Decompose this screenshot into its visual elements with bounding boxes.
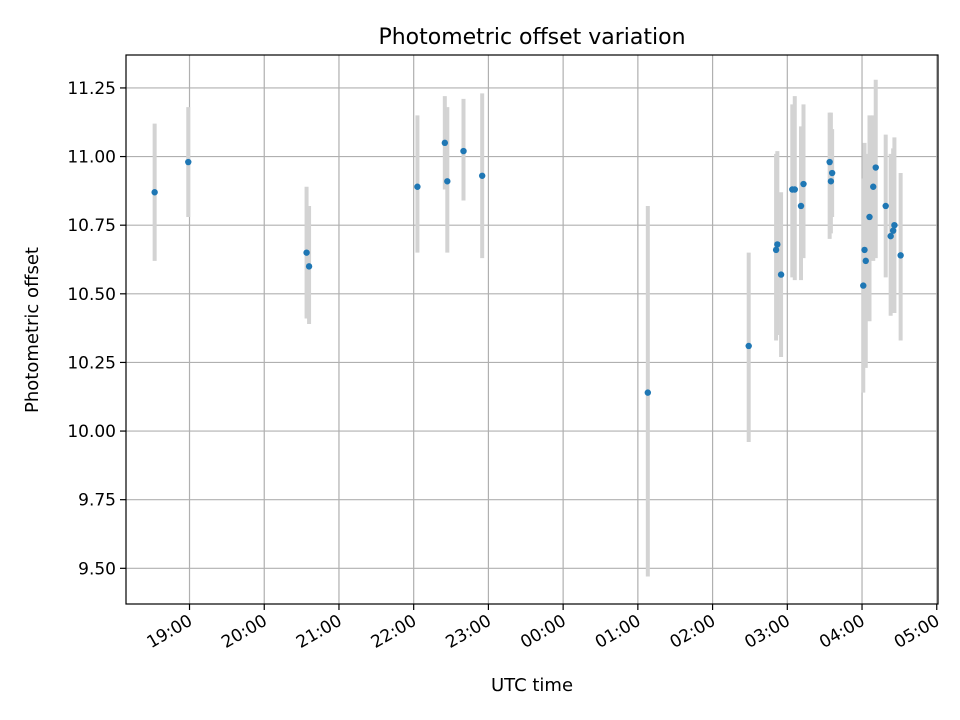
data-point	[303, 249, 310, 256]
data-point	[827, 178, 835, 185]
x-axis-label: UTC time	[491, 675, 573, 696]
grid-lines	[126, 55, 938, 604]
data-point	[774, 241, 781, 248]
x-axis-ticks: 19:00 20:00 21:00 22:00 23:00 00:00 01:00 02:00…	[144, 604, 943, 653]
data-point	[772, 246, 780, 254]
data-point	[870, 183, 877, 190]
chart-title: Photometric offset variation	[378, 25, 685, 50]
y-tick-label: 10.75	[67, 216, 116, 236]
data-point	[800, 180, 807, 188]
data-point	[460, 147, 467, 155]
data-point	[305, 263, 313, 270]
x-tick-label: 20:00	[218, 611, 270, 653]
data-point	[644, 389, 652, 396]
x-tick-label: 21:00	[293, 611, 345, 653]
error-bars	[152, 79, 903, 577]
y-axis-label: Photometric offset	[22, 247, 43, 413]
data-point	[797, 202, 805, 210]
data-point	[414, 183, 421, 190]
x-tick-label: 02:00	[667, 611, 719, 653]
y-tick-label: 9.50	[78, 559, 116, 579]
x-tick-label: 23:00	[442, 611, 494, 653]
data-point	[441, 139, 449, 147]
data-point	[828, 169, 836, 177]
y-tick-label: 11.00	[67, 148, 116, 168]
plot-frame	[125, 54, 939, 605]
data-point	[897, 252, 904, 259]
x-tick-label: 19:00	[144, 611, 196, 653]
data-point	[444, 178, 451, 185]
data-point	[151, 189, 158, 196]
x-tick-label: 00:00	[517, 611, 569, 653]
data-point	[478, 172, 486, 179]
y-axis-ticks: 9.50 9.75 10.00 10.25 10.50 10.75 11.00 11.25	[67, 79, 126, 579]
data-point	[872, 164, 879, 171]
data-points	[151, 139, 904, 396]
x-tick-label: 03:00	[741, 611, 793, 653]
y-tick-label: 10.25	[67, 353, 116, 373]
data-point	[882, 202, 889, 210]
data-point	[826, 158, 833, 166]
y-tick-label: 10.50	[67, 285, 116, 305]
data-point	[862, 257, 869, 265]
x-tick-label: 22:00	[368, 611, 420, 653]
data-point	[887, 232, 894, 240]
y-tick-label: 10.00	[67, 422, 116, 442]
x-tick-label: 05:00	[891, 611, 943, 653]
data-point	[891, 221, 898, 229]
data-point	[791, 186, 798, 193]
data-point	[860, 282, 867, 289]
data-point	[889, 227, 897, 234]
x-tick-label: 04:00	[816, 611, 868, 653]
data-point	[185, 158, 192, 166]
data-point	[745, 342, 752, 350]
y-tick-label: 11.25	[67, 79, 116, 99]
data-point	[861, 246, 868, 254]
x-tick-label: 01:00	[592, 611, 644, 653]
y-tick-label: 9.75	[78, 491, 116, 511]
data-point	[866, 213, 873, 221]
data-point	[777, 271, 785, 278]
